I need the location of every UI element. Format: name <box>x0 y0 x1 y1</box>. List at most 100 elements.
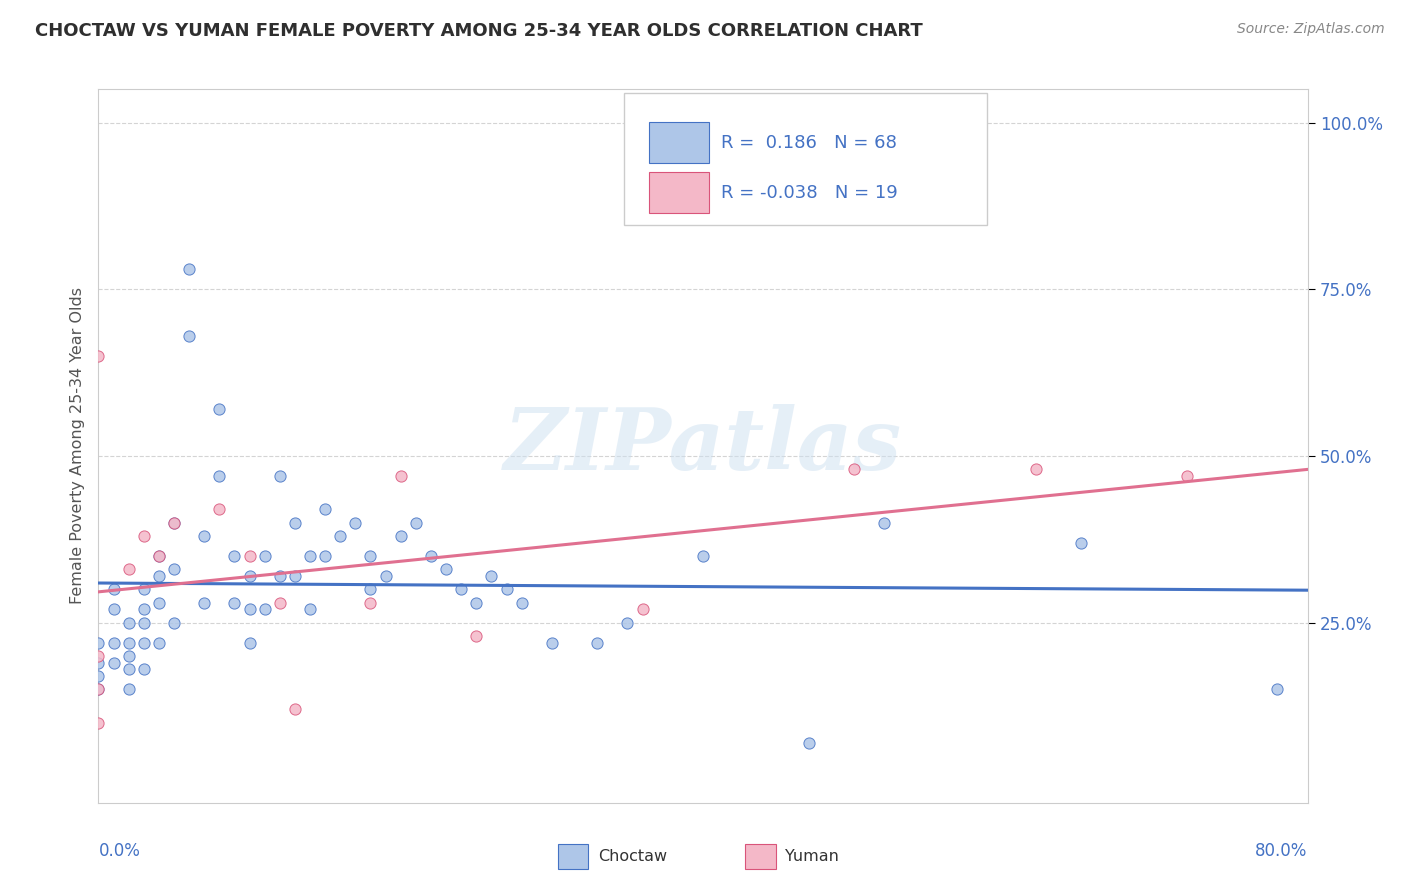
Text: R = -0.038   N = 19: R = -0.038 N = 19 <box>721 184 898 202</box>
Point <box>239 636 262 650</box>
Point <box>495 582 517 597</box>
Point <box>193 529 215 543</box>
Point <box>299 602 322 616</box>
Point <box>118 649 141 664</box>
Text: R =  0.186   N = 68: R = 0.186 N = 68 <box>721 134 897 152</box>
Point <box>132 582 155 597</box>
Bar <box>648 122 709 163</box>
Point <box>314 502 336 516</box>
Point <box>87 656 110 670</box>
Point <box>87 715 110 730</box>
Point <box>692 549 714 563</box>
Point <box>87 636 110 650</box>
Point <box>193 596 215 610</box>
Point <box>87 649 110 664</box>
Point <box>360 549 382 563</box>
Point <box>132 602 155 616</box>
Point <box>434 562 457 576</box>
Point <box>118 615 141 630</box>
Point <box>148 569 170 583</box>
Point <box>844 462 866 476</box>
Point <box>299 549 322 563</box>
Bar <box>558 844 588 869</box>
Point <box>132 615 155 630</box>
Point <box>510 596 533 610</box>
Point <box>269 596 291 610</box>
Point <box>465 596 488 610</box>
Point <box>360 596 382 610</box>
Point <box>1070 535 1092 549</box>
Point <box>163 516 186 530</box>
Point <box>148 636 170 650</box>
Point <box>163 562 186 576</box>
Bar <box>745 844 776 869</box>
Bar <box>648 172 709 213</box>
Point <box>1024 462 1046 476</box>
Point <box>239 602 262 616</box>
Point <box>450 582 472 597</box>
Point <box>87 682 110 697</box>
Point <box>389 529 412 543</box>
Point <box>389 469 412 483</box>
Point <box>118 562 141 576</box>
Point <box>132 636 155 650</box>
Point <box>284 569 307 583</box>
Point <box>87 682 110 697</box>
Text: Yuman: Yuman <box>785 849 839 863</box>
Point <box>208 402 231 417</box>
Point <box>163 615 186 630</box>
Point <box>87 669 110 683</box>
Point <box>253 602 276 616</box>
Point <box>253 549 276 563</box>
Point <box>616 615 638 630</box>
Point <box>177 262 201 277</box>
Point <box>269 569 291 583</box>
Point <box>208 469 231 483</box>
Point <box>148 596 170 610</box>
Point <box>284 702 307 716</box>
Text: CHOCTAW VS YUMAN FEMALE POVERTY AMONG 25-34 YEAR OLDS CORRELATION CHART: CHOCTAW VS YUMAN FEMALE POVERTY AMONG 25… <box>35 22 922 40</box>
Point <box>374 569 396 583</box>
Point <box>118 682 141 697</box>
Point <box>103 656 125 670</box>
Text: 80.0%: 80.0% <box>1256 842 1308 860</box>
FancyBboxPatch shape <box>624 93 987 225</box>
Point <box>87 349 110 363</box>
Point <box>586 636 609 650</box>
Point <box>208 502 231 516</box>
Point <box>239 569 262 583</box>
Point <box>148 549 170 563</box>
Point <box>269 469 291 483</box>
Point <box>405 516 427 530</box>
Y-axis label: Female Poverty Among 25-34 Year Olds: Female Poverty Among 25-34 Year Olds <box>69 287 84 605</box>
Point <box>148 549 170 563</box>
Text: ZIPatlas: ZIPatlas <box>503 404 903 488</box>
Point <box>1175 469 1198 483</box>
Text: Choctaw: Choctaw <box>598 849 666 863</box>
Point <box>224 596 246 610</box>
Point <box>103 602 125 616</box>
Point <box>118 636 141 650</box>
Point <box>631 602 654 616</box>
Point <box>163 516 186 530</box>
Point <box>329 529 352 543</box>
Point <box>118 662 141 676</box>
Point <box>103 582 125 597</box>
Point <box>132 662 155 676</box>
Point <box>103 636 125 650</box>
Point <box>481 569 503 583</box>
Point <box>797 736 820 750</box>
Point <box>344 516 367 530</box>
Point <box>419 549 441 563</box>
Point <box>465 629 488 643</box>
Text: 0.0%: 0.0% <box>98 842 141 860</box>
Point <box>360 582 382 597</box>
Point <box>540 636 562 650</box>
Point <box>284 516 307 530</box>
Point <box>873 516 896 530</box>
Text: Source: ZipAtlas.com: Source: ZipAtlas.com <box>1237 22 1385 37</box>
Point <box>314 549 336 563</box>
Point <box>239 549 262 563</box>
Point <box>224 549 246 563</box>
Point <box>177 329 201 343</box>
